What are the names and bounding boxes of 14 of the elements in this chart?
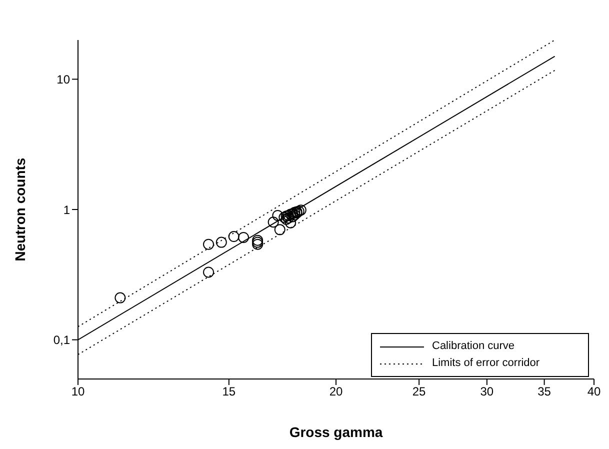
legend-label: Calibration curve (432, 339, 515, 354)
x-axis-title: Gross gamma (289, 424, 383, 440)
x-tick-label: 30 (480, 384, 494, 399)
x-tick-label: 35 (538, 384, 552, 399)
y-tick-label: 0,1 (53, 333, 70, 348)
x-tick-label: 20 (329, 384, 343, 399)
y-tick-label: 1 (63, 202, 70, 217)
x-tick-label: 40 (587, 384, 601, 399)
x-tick-label: 15 (222, 384, 236, 399)
legend-label: Limits of error corridor (432, 356, 540, 371)
y-tick-label: 10 (56, 72, 70, 86)
y-axis-title: Neutron counts (12, 158, 28, 262)
x-tick-label: 10 (71, 384, 85, 399)
x-tick-label: 25 (412, 384, 426, 399)
